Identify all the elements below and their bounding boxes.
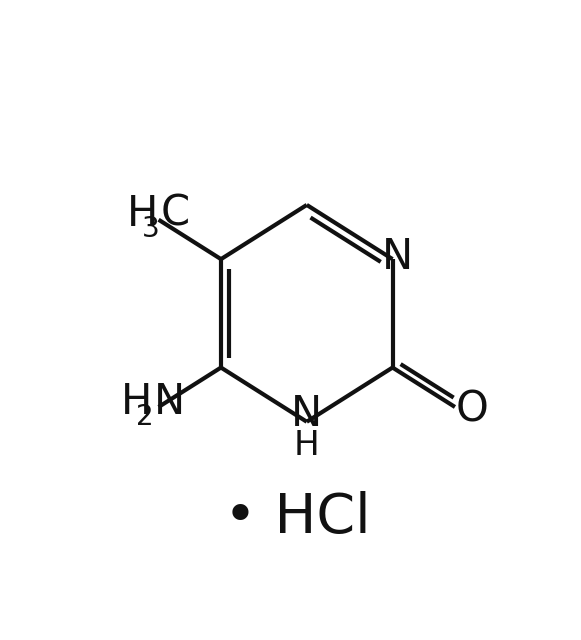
Text: N: N <box>382 236 413 278</box>
Text: • HCl: • HCl <box>224 491 371 545</box>
Text: 2: 2 <box>135 403 153 431</box>
Text: N: N <box>291 394 322 435</box>
Text: H: H <box>127 193 159 235</box>
Text: O: O <box>456 388 489 431</box>
Text: H: H <box>120 381 152 423</box>
Text: N: N <box>154 381 185 423</box>
Text: C: C <box>161 193 190 235</box>
Text: H: H <box>294 429 320 462</box>
Text: 3: 3 <box>142 214 160 243</box>
